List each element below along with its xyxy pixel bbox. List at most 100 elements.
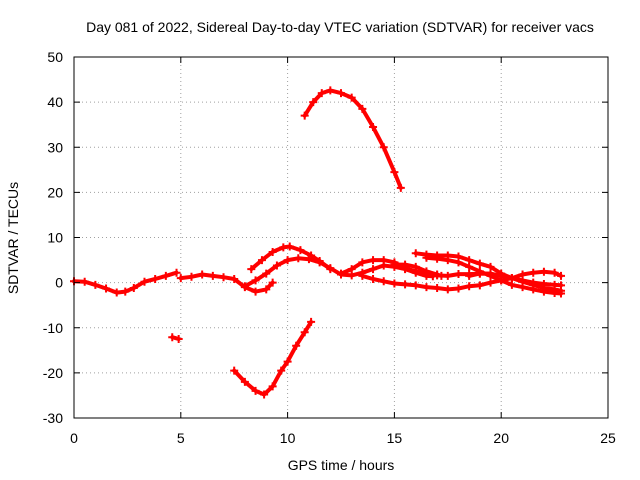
data-point xyxy=(268,278,277,287)
data-point xyxy=(262,269,271,278)
data-point xyxy=(550,268,559,277)
y-tick-label: -10 xyxy=(43,320,63,336)
data-point xyxy=(102,284,111,293)
data-point xyxy=(443,256,452,265)
y-tick-label: 20 xyxy=(47,184,63,200)
data-point xyxy=(251,276,260,285)
data-point xyxy=(486,269,495,278)
data-point xyxy=(283,256,292,265)
data-point xyxy=(285,242,294,251)
x-tick-label: 10 xyxy=(280,430,296,446)
y-tick-label: -20 xyxy=(43,365,63,381)
series-arc-2 xyxy=(168,333,183,344)
data-point xyxy=(369,256,378,265)
data-point xyxy=(247,265,256,274)
data-point xyxy=(437,271,446,280)
data-point xyxy=(91,280,100,289)
data-point xyxy=(486,262,495,271)
data-point xyxy=(486,278,495,287)
data-point xyxy=(283,357,292,366)
data-point xyxy=(369,265,378,274)
x-axis-label: GPS time / hours xyxy=(288,457,395,473)
data-point xyxy=(251,386,260,395)
x-tick-label: 15 xyxy=(387,430,403,446)
data-point xyxy=(268,382,277,391)
series-line xyxy=(178,272,275,294)
data-point xyxy=(358,258,367,267)
data-point xyxy=(262,285,271,294)
data-point xyxy=(465,271,474,280)
data-point xyxy=(219,273,228,282)
data-point xyxy=(518,283,527,292)
data-point xyxy=(401,260,410,269)
data-point xyxy=(369,122,378,131)
data-point xyxy=(112,288,121,297)
data-point xyxy=(465,256,474,265)
data-point xyxy=(454,270,463,279)
data-point xyxy=(379,256,388,265)
data-point xyxy=(337,269,345,278)
data-point xyxy=(304,255,313,264)
data-point xyxy=(507,280,516,289)
x-tick-label: 5 xyxy=(177,430,185,446)
series-arc-12 xyxy=(465,269,566,290)
data-point xyxy=(347,93,356,102)
data-point xyxy=(475,259,484,268)
y-tick-label: -30 xyxy=(43,410,63,426)
data-point xyxy=(300,328,309,337)
data-point xyxy=(507,274,516,283)
y-tick-label: 30 xyxy=(47,139,63,155)
data-point xyxy=(557,271,566,280)
data-point xyxy=(251,287,260,296)
series-arc-4 xyxy=(230,317,316,399)
data-point xyxy=(161,271,170,280)
data-point xyxy=(369,275,378,284)
data-point xyxy=(518,276,527,285)
x-tick-label: 25 xyxy=(600,430,616,446)
data-point xyxy=(557,281,566,290)
data-point xyxy=(539,279,548,288)
series-line xyxy=(467,271,563,288)
data-point xyxy=(187,272,196,281)
data-point xyxy=(529,285,538,294)
data-point xyxy=(411,249,420,258)
data-point xyxy=(557,289,566,298)
data-point xyxy=(358,104,367,113)
data-point xyxy=(277,366,286,375)
data-point xyxy=(326,86,335,95)
data-point xyxy=(294,254,303,263)
data-point xyxy=(257,256,266,265)
data-point xyxy=(300,111,309,120)
data-point xyxy=(379,277,388,286)
data-point xyxy=(454,258,463,267)
data-point xyxy=(497,271,506,280)
data-point xyxy=(422,267,431,276)
data-point xyxy=(337,89,345,98)
data-point xyxy=(396,183,405,192)
data-point xyxy=(422,253,431,262)
data-point xyxy=(296,246,305,255)
data-point xyxy=(240,377,249,386)
data-point xyxy=(260,390,269,399)
data-point xyxy=(529,278,538,287)
data-point xyxy=(529,268,538,277)
data-point xyxy=(465,262,474,271)
data-point xyxy=(390,168,399,177)
data-point xyxy=(174,335,183,344)
y-tick-label: 50 xyxy=(47,49,63,65)
data-point xyxy=(411,262,420,271)
data-point xyxy=(433,254,442,263)
data-point xyxy=(475,269,484,278)
data-point xyxy=(292,341,301,350)
series-arc-11 xyxy=(422,253,566,298)
data-point xyxy=(272,261,281,270)
y-tick-label: 40 xyxy=(47,94,63,110)
data-point xyxy=(230,275,239,284)
data-point xyxy=(326,264,335,273)
data-point xyxy=(307,317,316,326)
series-arc-13 xyxy=(390,260,446,280)
chart-title: Day 081 of 2022, Sidereal Day-to-day VTE… xyxy=(86,19,594,35)
x-tick-label: 20 xyxy=(493,430,509,446)
data-point xyxy=(80,277,89,286)
